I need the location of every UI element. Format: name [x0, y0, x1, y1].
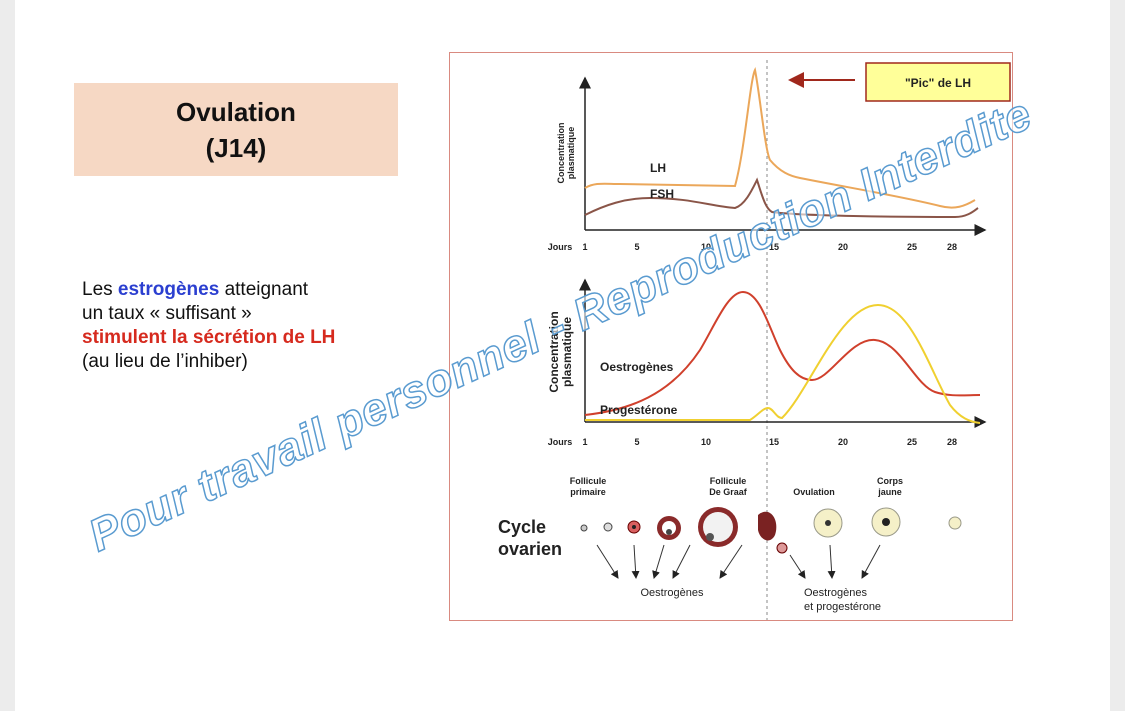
y-label-line: plasmatique	[566, 127, 576, 180]
tick-label: 5	[634, 437, 639, 447]
stage-label: De Graaf	[709, 487, 748, 497]
stage-label: Corps	[877, 476, 903, 486]
callout-text: "Pic" de LH	[905, 76, 971, 90]
title-line: (J14)	[205, 132, 267, 163]
tick-label: 20	[838, 242, 848, 252]
hormone-label: et progestérone	[804, 601, 881, 613]
hormone-label: Oestrogènes	[804, 587, 867, 599]
y-label: Concentration plasmatique	[547, 311, 574, 392]
x-label: Jours	[548, 242, 573, 252]
left-edge	[0, 0, 15, 711]
tick-label: 25	[907, 437, 917, 447]
progesterone-curve	[585, 303, 981, 424]
tick-label: 25	[907, 242, 917, 252]
text: Les	[82, 279, 118, 300]
stage-label: Follicule	[710, 476, 747, 486]
title-line: Ovulation	[176, 96, 296, 127]
x-label: Jours	[548, 437, 573, 447]
text-line: un taux « suffisant »	[82, 303, 252, 324]
stage-label: Ovulation	[793, 487, 835, 497]
lh-curve	[584, 66, 976, 209]
stage-label: primaire	[570, 487, 606, 497]
curve-label: LH	[650, 161, 666, 175]
right-edge	[1110, 0, 1125, 711]
tick-label: 28	[947, 437, 957, 447]
tick-label: 5	[634, 242, 639, 252]
curve-label: Progestérone	[600, 403, 678, 417]
tick-label: 28	[947, 242, 957, 252]
stage-label: jaune	[877, 487, 902, 497]
y-label: Concentration plasmatique	[556, 122, 576, 183]
x-ticks: 1 5 10 15 20 25 28	[582, 242, 957, 252]
x-ticks: 1 5 10 15 20 25 28	[582, 437, 957, 447]
tick-label: 1	[582, 242, 587, 252]
tick-label: 10	[701, 242, 711, 252]
fsh-curve	[584, 177, 979, 219]
stage-label: Follicule	[570, 476, 607, 486]
follicles	[580, 507, 962, 554]
text-line: Les estrogènes atteignant	[82, 278, 335, 302]
text-line: stimulent la sécrétion de LH	[82, 327, 336, 348]
tick-label: 15	[769, 242, 779, 252]
y-label-line: Concentration	[547, 311, 561, 392]
explanation: Les estrogènes atteignant un taux « suff…	[82, 278, 335, 374]
curve-label: Oestrogènes	[600, 360, 674, 374]
text: atteignant	[219, 279, 309, 300]
title-box: Ovulation (J14)	[74, 83, 398, 176]
highlight: estrogènes	[117, 279, 220, 300]
y-label-line: Concentration	[556, 122, 566, 183]
tick-label: 10	[701, 437, 711, 447]
tick-label: 1	[582, 437, 587, 447]
ovarian-title: Cycle	[498, 517, 546, 537]
ovarian-title: ovarien	[498, 539, 562, 559]
tick-label: 20	[838, 437, 848, 447]
text-line: (au lieu de l’inhiber)	[82, 351, 248, 372]
hormone-label: Oestrogènes	[641, 587, 704, 599]
arrows	[596, 544, 881, 579]
tick-label: 15	[769, 437, 779, 447]
callout-box	[865, 62, 1011, 102]
curve-label: FSH	[650, 187, 674, 201]
estrogen-curve	[584, 290, 981, 416]
y-label-line: plasmatique	[560, 317, 574, 387]
